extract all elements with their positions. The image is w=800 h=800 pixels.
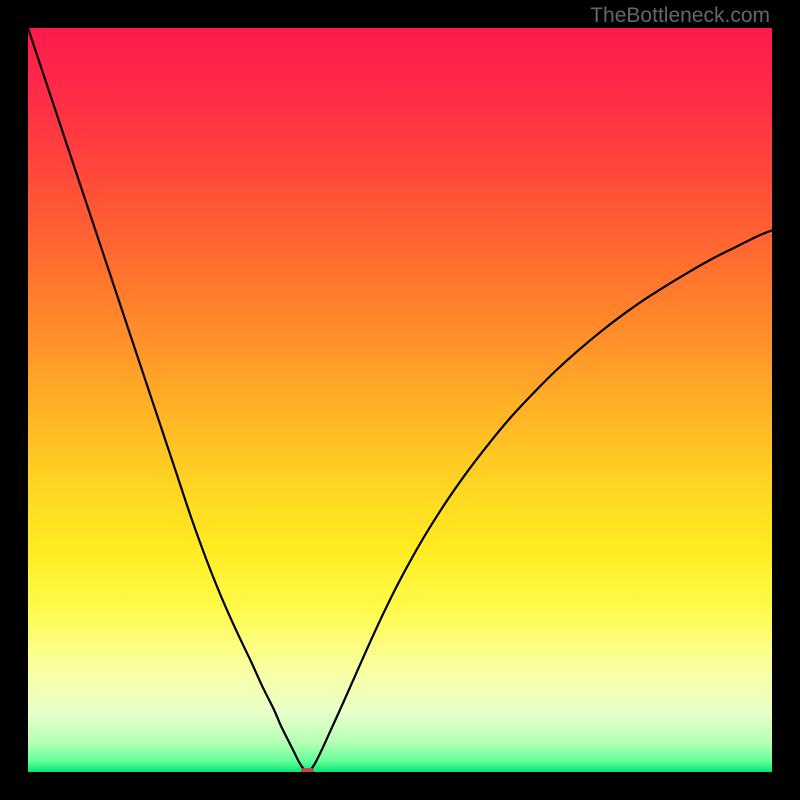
curve-layer (28, 28, 772, 772)
watermark-text: TheBottleneck.com (590, 4, 770, 28)
min-marker (301, 768, 314, 772)
plot-area (28, 28, 772, 772)
bottleneck-curve (28, 28, 772, 772)
